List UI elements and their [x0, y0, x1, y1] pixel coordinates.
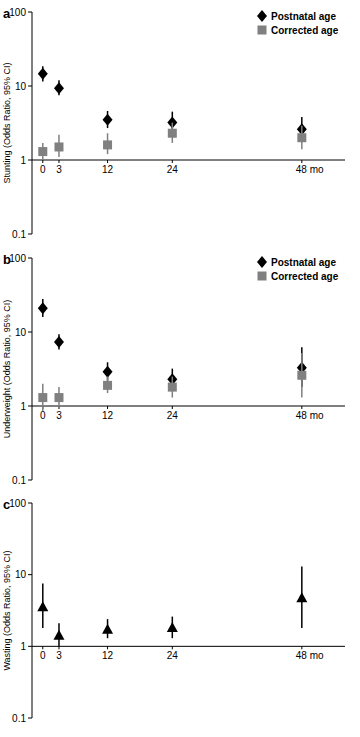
x-tick-label: 3 — [56, 650, 62, 661]
x-tick-label: 24 — [167, 164, 179, 175]
point — [54, 393, 63, 402]
x-tick-label: 0 — [40, 650, 46, 661]
y-axis-label: Underweight (Odds Ratio, 95% CI) — [2, 300, 12, 439]
x-tick-label: 24 — [167, 650, 179, 661]
point — [297, 133, 306, 142]
x-tick — [107, 160, 108, 163]
x-tick-label: 48 mo — [296, 410, 324, 421]
y-axis-line — [32, 503, 33, 718]
x-tick-label: 24 — [167, 410, 179, 421]
panel: aStunting (Odds Ratio, 95% CI)0.11101000… — [2, 6, 345, 240]
x-tick-label: 12 — [102, 650, 114, 661]
y-tick — [28, 258, 32, 259]
x-tick-label: 48 mo — [296, 650, 324, 661]
point — [168, 383, 177, 392]
y-tick-label: 100 — [9, 498, 26, 509]
legend-swatch — [257, 10, 267, 22]
x-axis-line — [32, 646, 345, 647]
y-tick — [28, 646, 32, 647]
legend-swatch — [257, 256, 267, 268]
point — [103, 140, 112, 149]
x-tick — [107, 406, 108, 409]
x-tick-label: 0 — [40, 410, 46, 421]
x-tick — [58, 160, 59, 163]
legend-swatch — [258, 272, 267, 281]
point — [37, 601, 48, 611]
point — [103, 366, 113, 378]
point — [38, 393, 47, 402]
y-tick — [28, 86, 32, 87]
point — [38, 302, 48, 314]
y-tick-label: 0.1 — [12, 713, 26, 724]
x-tick — [58, 646, 59, 649]
panel: cWasting (Odds Ratio, 95% CI)0.111010003… — [2, 497, 345, 724]
x-tick — [301, 406, 302, 409]
legend-label: Corrected age — [271, 271, 339, 282]
y-tick-label: 100 — [9, 7, 26, 18]
x-axis-line — [32, 160, 345, 161]
y-tick-label: 100 — [9, 253, 26, 264]
x-tick-label: 3 — [56, 164, 62, 175]
x-tick-label: 0 — [40, 164, 46, 175]
y-tick — [28, 718, 32, 719]
marks — [37, 567, 307, 647]
point — [102, 624, 113, 634]
x-tick — [301, 646, 302, 649]
x-tick-label: 12 — [102, 410, 114, 421]
y-axis-label: Wasting (Odds Ratio, 95% CI) — [2, 550, 12, 670]
point — [168, 129, 177, 138]
y-axis-label: Stunting (Odds Ratio, 95% CI) — [2, 62, 12, 183]
y-tick-label: 1 — [20, 401, 26, 412]
x-tick-label: 3 — [56, 410, 62, 421]
x-axis-line — [32, 406, 345, 407]
point — [296, 592, 307, 602]
legend: Postnatal age Corrected age — [257, 10, 339, 36]
point — [103, 114, 113, 126]
y-tick — [28, 480, 32, 481]
x-tick — [301, 160, 302, 163]
point — [297, 371, 306, 380]
point — [38, 68, 48, 80]
legend-label: Postnatal age — [271, 257, 336, 268]
y-tick — [28, 574, 32, 575]
legend-label: Corrected age — [271, 25, 339, 36]
point — [103, 381, 112, 390]
y-tick — [28, 503, 32, 504]
y-tick-label: 0.1 — [12, 229, 26, 240]
y-tick-label: 10 — [15, 569, 27, 580]
point — [54, 82, 64, 94]
y-tick-label: 0.1 — [12, 475, 26, 486]
y-tick — [28, 406, 32, 407]
point — [38, 147, 47, 156]
legend: Postnatal age Corrected age — [257, 256, 339, 282]
y-axis-line — [32, 12, 33, 234]
x-tick — [172, 406, 173, 409]
marks — [38, 66, 307, 160]
y-tick-label: 1 — [20, 155, 26, 166]
y-tick — [28, 234, 32, 235]
y-tick — [28, 160, 32, 161]
x-tick-label: 48 mo — [296, 164, 324, 175]
point — [54, 336, 64, 348]
x-tick — [107, 646, 108, 649]
x-tick — [42, 646, 43, 649]
point — [54, 142, 63, 151]
y-tick-label: 1 — [20, 641, 26, 652]
legend-swatch — [258, 26, 267, 35]
x-tick-label: 12 — [102, 164, 114, 175]
panel: bUnderweight (Odds Ratio, 95% CI)0.11101… — [2, 252, 345, 486]
point — [53, 630, 64, 640]
legend-label: Postnatal age — [271, 11, 336, 22]
point — [167, 622, 178, 632]
x-tick — [42, 160, 43, 163]
y-axis-line — [32, 258, 33, 480]
figure: aStunting (Odds Ratio, 95% CI)0.11101000… — [0, 0, 360, 737]
marks — [38, 299, 307, 411]
y-tick-label: 10 — [15, 81, 27, 92]
x-tick — [172, 160, 173, 163]
y-tick — [28, 332, 32, 333]
x-tick — [172, 646, 173, 649]
y-tick — [28, 12, 32, 13]
y-tick-label: 10 — [15, 327, 27, 338]
